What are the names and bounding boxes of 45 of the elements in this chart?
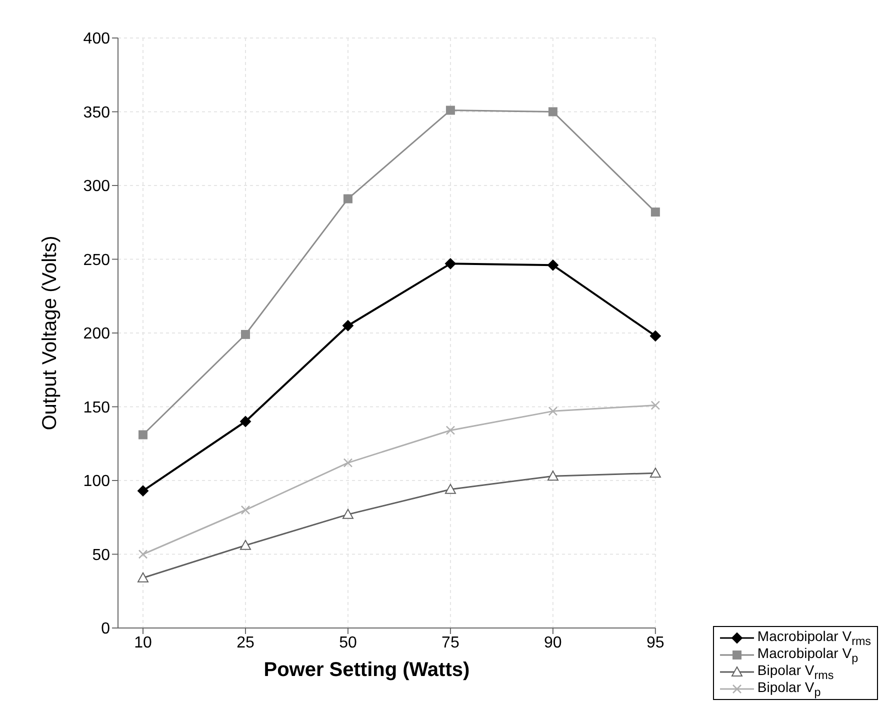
point <box>650 400 660 410</box>
legend-label: Macrobipolar V$_{rms}$ <box>757 628 871 648</box>
point <box>444 258 456 270</box>
point <box>548 406 558 416</box>
point <box>138 572 148 582</box>
x-tick-label: 50 <box>339 634 357 652</box>
y-tick-label: 50 <box>92 546 110 564</box>
point <box>343 194 352 204</box>
y-tick-label: 400 <box>83 30 110 48</box>
point <box>240 540 251 550</box>
x-axis-title: Power Setting (Watts) <box>264 659 470 681</box>
point <box>548 107 558 116</box>
point <box>446 106 455 115</box>
y-tick-label: 250 <box>83 252 110 269</box>
legend-label: Bipolar V$_{rms}$ <box>757 662 834 682</box>
point <box>547 470 558 481</box>
point <box>547 260 558 271</box>
point <box>138 485 148 496</box>
point <box>342 320 354 332</box>
x-tick-label: 75 <box>442 634 460 652</box>
point <box>138 550 148 559</box>
legend-label: Bipolar V$_{p}$ <box>757 678 821 698</box>
point <box>240 330 250 339</box>
x-tick-label: 90 <box>544 634 562 652</box>
point <box>650 468 661 478</box>
y-tick-label: 350 <box>83 104 110 122</box>
y-tick-label: 0 <box>101 620 110 638</box>
point <box>444 484 456 494</box>
y-tick-label: 100 <box>83 473 110 490</box>
point <box>343 458 353 468</box>
point <box>240 416 251 427</box>
y-axis-title: Output Voltage (Volts) <box>39 236 61 430</box>
point <box>446 426 456 435</box>
legend-label: Macrobipolar V$_{p}$ <box>757 644 858 664</box>
x-tick-label: 10 <box>134 634 152 652</box>
x-tick-label: 95 <box>646 634 664 652</box>
y-tick-label: 150 <box>83 399 110 416</box>
point <box>650 330 661 342</box>
point <box>342 508 354 519</box>
point <box>240 505 250 515</box>
y-tick-label: 300 <box>83 178 110 196</box>
x-tick-label: 25 <box>236 634 254 652</box>
point <box>138 430 148 440</box>
point <box>650 208 660 217</box>
y-tick-label: 200 <box>83 326 110 343</box>
